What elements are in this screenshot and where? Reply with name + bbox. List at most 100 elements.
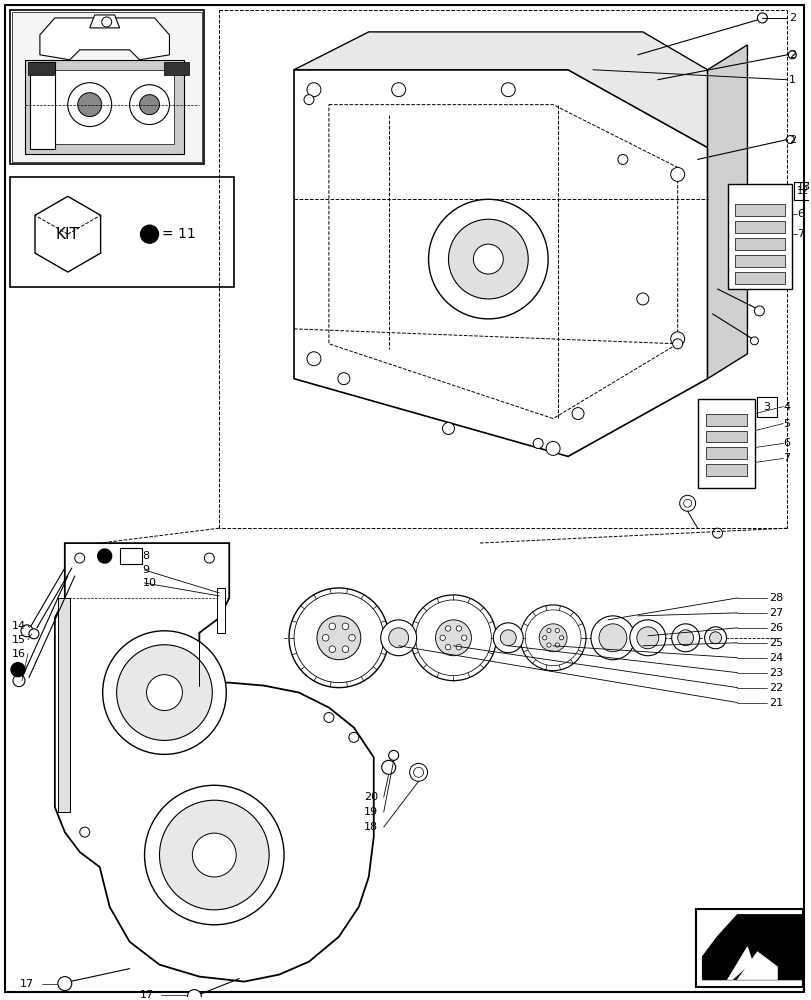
Text: 2: 2 [788, 13, 796, 23]
Polygon shape [55, 543, 373, 982]
Bar [735, 238, 784, 250]
Circle shape [445, 626, 450, 631]
Bar [12, 12, 202, 162]
Circle shape [192, 833, 236, 877]
Circle shape [712, 528, 722, 538]
Circle shape [322, 634, 328, 641]
Circle shape [328, 646, 335, 652]
Polygon shape [736, 952, 776, 980]
Polygon shape [25, 60, 184, 154]
Polygon shape [40, 18, 169, 60]
Text: 6: 6 [783, 438, 789, 448]
Circle shape [78, 93, 101, 117]
Circle shape [555, 643, 559, 647]
Polygon shape [702, 915, 801, 980]
Circle shape [435, 620, 471, 656]
Bar [705, 431, 746, 442]
Text: = 11: = 11 [162, 227, 196, 241]
Circle shape [456, 644, 461, 650]
Circle shape [542, 636, 546, 640]
Bar [30, 62, 55, 149]
Bar [217, 588, 225, 633]
Circle shape [559, 636, 563, 640]
Circle shape [787, 51, 796, 59]
Circle shape [546, 643, 551, 647]
Circle shape [546, 441, 560, 455]
Text: 16: 16 [12, 649, 26, 659]
Circle shape [294, 593, 384, 683]
Circle shape [590, 616, 634, 660]
Text: 3: 3 [762, 402, 769, 412]
Circle shape [670, 167, 684, 181]
Circle shape [617, 154, 627, 164]
Bar [735, 255, 784, 267]
Circle shape [341, 623, 348, 630]
Bar [58, 598, 70, 812]
Bar [695, 909, 802, 987]
Circle shape [410, 595, 496, 681]
Circle shape [102, 631, 226, 754]
Circle shape [159, 800, 268, 910]
Circle shape [324, 713, 333, 722]
Text: 28: 28 [768, 593, 783, 603]
Circle shape [381, 760, 395, 774]
Text: 9: 9 [143, 565, 149, 575]
Circle shape [709, 632, 721, 644]
Circle shape [785, 136, 793, 144]
Text: 15: 15 [12, 635, 26, 645]
Circle shape [303, 95, 314, 105]
Text: 17: 17 [139, 990, 153, 1000]
Polygon shape [294, 32, 706, 147]
Circle shape [571, 408, 583, 420]
Circle shape [409, 763, 427, 781]
Text: 19: 19 [363, 807, 377, 817]
Bar [793, 182, 811, 200]
Circle shape [677, 630, 693, 646]
Text: 4: 4 [783, 402, 789, 412]
Circle shape [500, 83, 515, 97]
Circle shape [21, 625, 33, 637]
Circle shape [391, 83, 406, 97]
Circle shape [599, 624, 626, 652]
Circle shape [307, 83, 320, 97]
Text: 13: 13 [796, 182, 810, 192]
Text: KIT: KIT [56, 227, 79, 242]
Circle shape [117, 645, 212, 740]
Circle shape [555, 628, 559, 633]
Circle shape [29, 629, 39, 639]
Text: 7: 7 [796, 229, 804, 239]
Bar [705, 447, 746, 459]
Text: 14: 14 [12, 621, 26, 631]
Circle shape [415, 600, 491, 676]
Circle shape [749, 337, 757, 345]
Circle shape [307, 352, 320, 366]
Circle shape [316, 616, 360, 660]
Circle shape [493, 623, 522, 653]
Circle shape [289, 588, 388, 688]
Circle shape [757, 13, 766, 23]
Circle shape [130, 85, 169, 125]
Circle shape [636, 627, 658, 649]
Bar [735, 272, 784, 284]
Circle shape [636, 293, 648, 305]
Text: 22: 22 [768, 683, 783, 693]
Bar [727, 184, 792, 289]
Text: 26: 26 [768, 623, 783, 633]
Circle shape [413, 767, 423, 777]
Circle shape [348, 634, 355, 641]
Text: 27: 27 [768, 608, 783, 618]
Circle shape [461, 635, 466, 640]
Circle shape [58, 977, 71, 991]
Text: 10: 10 [143, 578, 157, 588]
Circle shape [546, 628, 551, 633]
Bar [697, 399, 754, 488]
Circle shape [539, 624, 566, 652]
Circle shape [525, 610, 581, 666]
Polygon shape [165, 62, 189, 75]
Circle shape [341, 646, 348, 652]
Circle shape [428, 199, 547, 319]
Bar [10, 10, 204, 164]
Circle shape [68, 83, 112, 127]
Text: 21: 21 [768, 698, 783, 708]
Text: 1: 1 [788, 75, 796, 85]
